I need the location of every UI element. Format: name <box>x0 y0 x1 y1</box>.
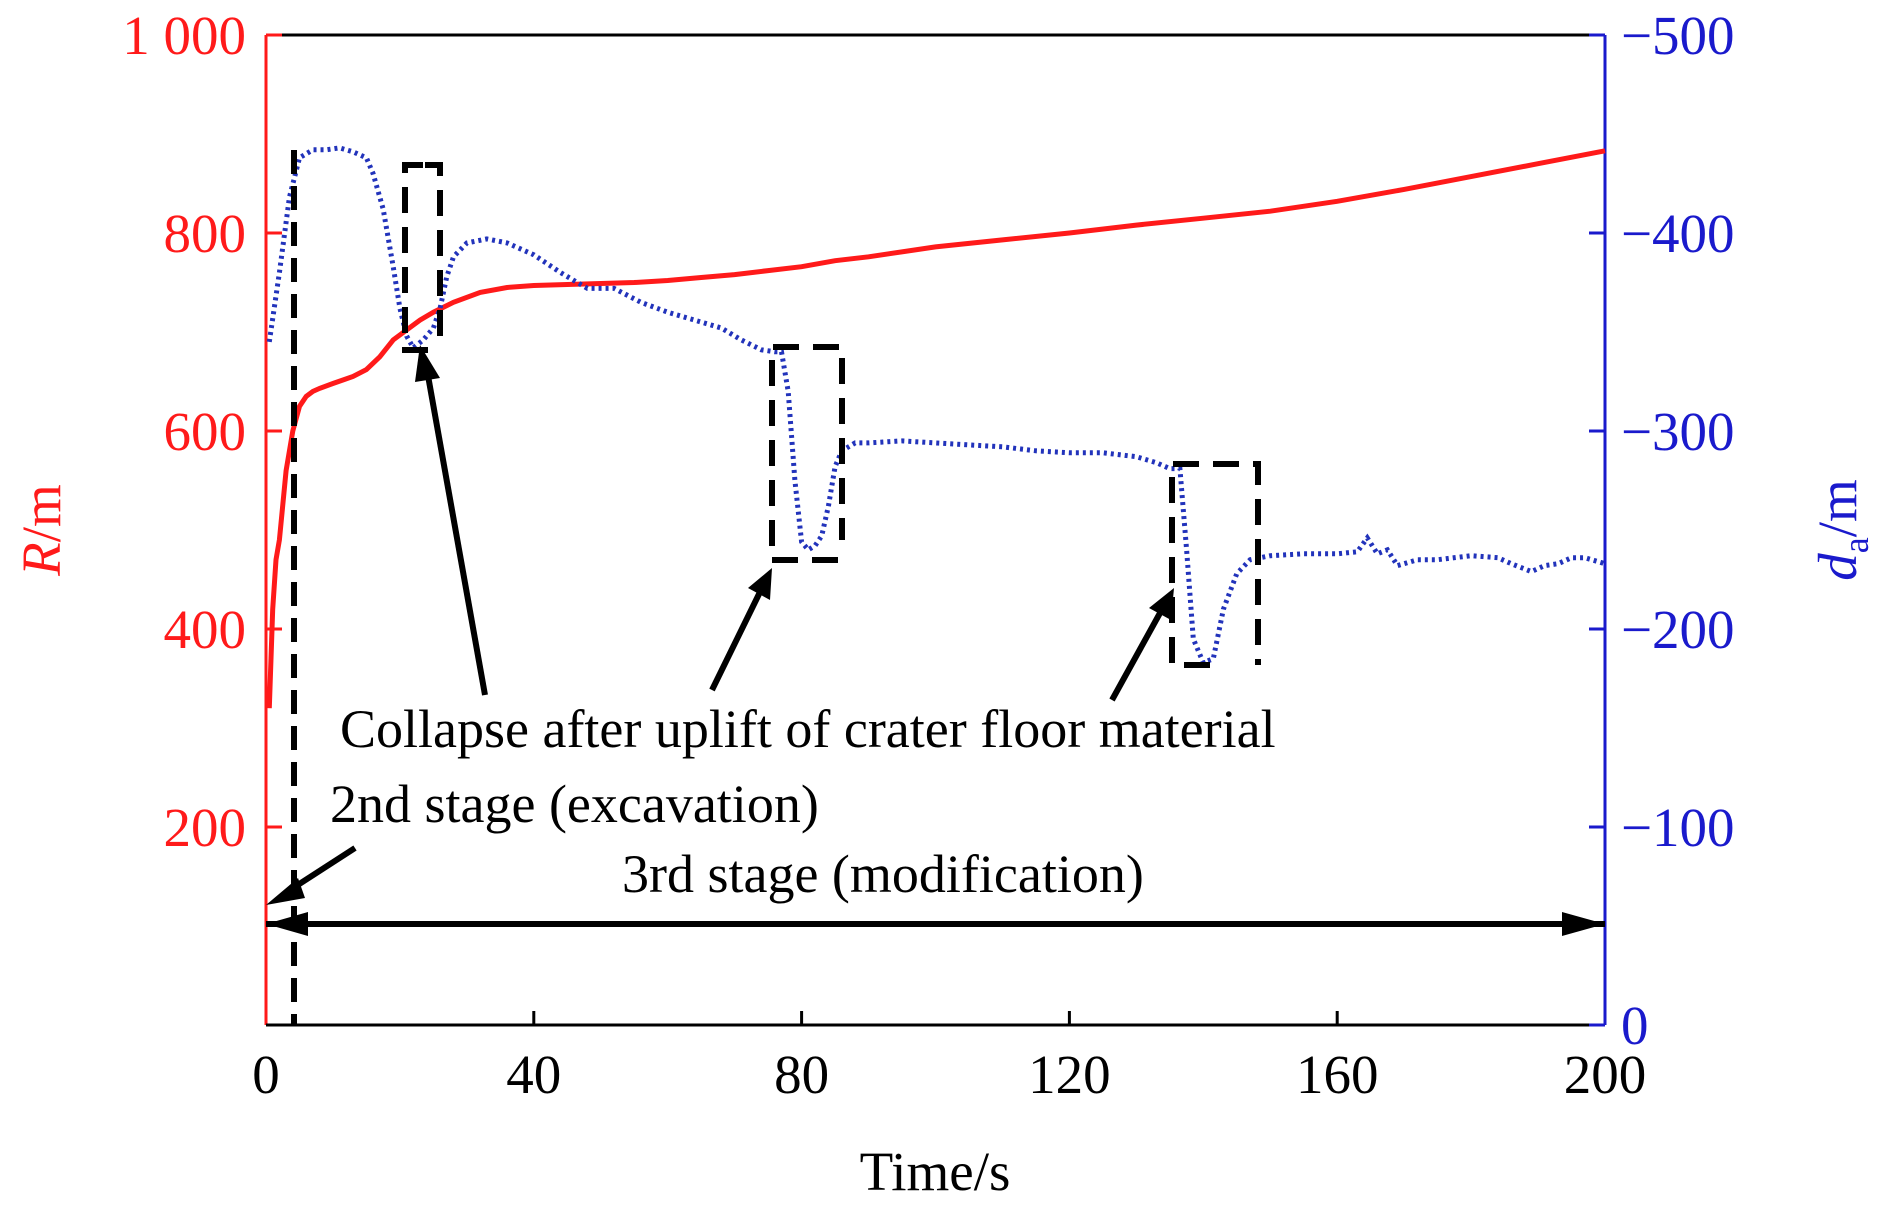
x-axis-title: Time/s <box>860 1141 1011 1202</box>
annotation-collapse: Collapse after uplift of crater floor ma… <box>340 699 1276 759</box>
annotation-stage-2: 2nd stage (excavation) <box>330 774 819 834</box>
left-y-tick-label: 800 <box>164 203 247 264</box>
stage-3-span-arrow <box>266 912 1605 936</box>
x-tick-label: 80 <box>774 1044 829 1105</box>
arrow-stage-2 <box>266 845 357 905</box>
arrow-collapse-3 <box>1109 588 1174 702</box>
right-y-tick-label: −100 <box>1621 797 1735 858</box>
right-y-tick-label: −200 <box>1621 599 1735 660</box>
x-tick-label: 120 <box>1028 1044 1111 1105</box>
r-series-line <box>266 148 1606 709</box>
left-y-tick-label: 1 000 <box>122 5 246 66</box>
right-y-tick-label: −400 <box>1621 203 1735 264</box>
right-y-axis-ticks: 0 −100 −200 −300 −400 −500 <box>1589 5 1735 1056</box>
left-y-tick-label: 200 <box>164 797 247 858</box>
collapse-box-3 <box>1169 461 1261 668</box>
right-y-tick-label: −300 <box>1621 401 1735 462</box>
x-tick-label: 0 <box>252 1044 280 1105</box>
arrow-collapse-1 <box>415 345 488 696</box>
left-y-tick-label: 400 <box>164 599 247 660</box>
da-series-line <box>266 145 1606 666</box>
collapse-box-1 <box>402 162 443 353</box>
left-y-axis-title: R/m <box>11 484 72 577</box>
x-tick-label: 200 <box>1564 1044 1647 1105</box>
arrow-collapse-2 <box>709 568 772 692</box>
x-tick-label: 160 <box>1296 1044 1379 1105</box>
right-y-axis-title: da/m <box>1807 479 1876 581</box>
annotation-stage-3: 3rd stage (modification) <box>622 844 1144 904</box>
left-y-tick-label: 600 <box>164 401 247 462</box>
collapse-box-2 <box>769 344 845 563</box>
x-tick-label: 40 <box>506 1044 561 1105</box>
right-y-tick-label: −500 <box>1621 5 1735 66</box>
right-y-tick-label: 0 <box>1621 995 1649 1056</box>
left-y-axis-ticks: 200 400 600 800 1 000 <box>122 5 282 858</box>
x-axis-ticks: 0 40 80 120 160 200 <box>252 1011 1646 1105</box>
